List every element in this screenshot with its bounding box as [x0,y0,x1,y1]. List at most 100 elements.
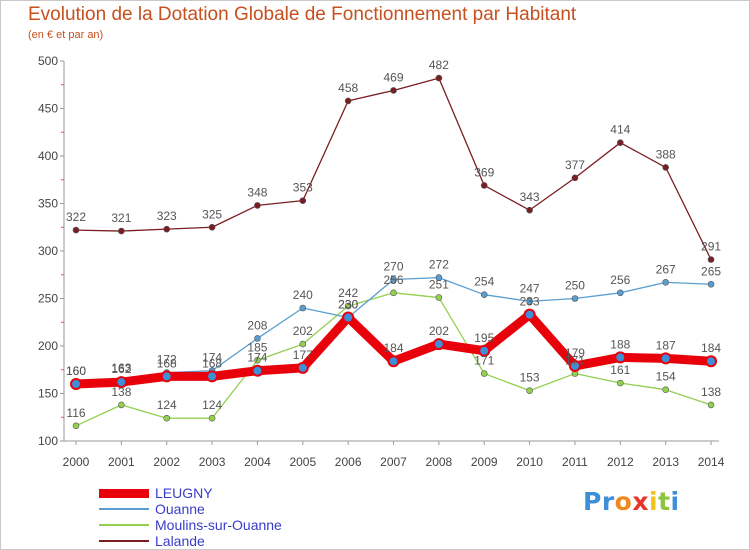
data-point-ouanne [662,279,669,286]
legend-label: Lalande [155,533,205,549]
y-tick-label: 100 [38,434,58,448]
data-point-lalande [480,182,488,189]
data-label-ouanne: 270 [384,260,404,274]
x-tick-label: 2012 [607,455,634,469]
data-point-lalande [118,227,125,235]
data-label-ouanne: 272 [429,258,449,272]
data-label-leugny: 195 [474,331,494,345]
data-point-moulins-sur-ouanne [435,294,443,301]
legend-swatch [99,489,149,498]
logo-letter: P [583,487,602,516]
series-layer [70,74,718,430]
data-label-lalande: 343 [520,190,540,204]
data-label-lalande: 482 [429,58,449,72]
data-point-moulins-sur-ouanne [72,422,80,430]
data-point-leugny [705,355,718,368]
data-label-leugny: 184 [384,341,404,355]
data-point-leugny [523,308,536,321]
legend-label: Moulins-sur-Ouanne [155,517,282,533]
data-label-leugny: 168 [202,356,222,370]
data-point-lalande [344,97,352,105]
data-point-lalande [390,87,397,94]
data-label-moulins-sur-ouanne: 185 [247,340,267,354]
data-label-lalande: 377 [565,158,585,172]
data-point-lalande [72,226,80,234]
y-tick-label: 450 [38,102,58,116]
data-point-moulins-sur-ouanne [163,414,171,422]
data-label-moulins-sur-ouanne: 138 [701,385,721,399]
legend-label: Ouanne [155,501,205,517]
y-tick-label: 150 [38,387,58,401]
data-point-leugny [432,338,445,351]
data-point-lalande [707,256,715,263]
data-point-ouanne [435,274,443,281]
data-label-lalande: 469 [384,70,404,84]
data-point-leugny [387,355,400,368]
data-point-leugny [342,311,355,324]
data-point-moulins-sur-ouanne [707,401,715,409]
data-point-lalande [299,197,307,204]
logo-letter: r [601,487,615,516]
x-tick-label: 2014 [698,455,725,469]
data-point-leugny [70,378,82,390]
data-label-leugny: 233 [520,295,540,309]
data-point-lalande [617,139,624,146]
data-label-leugny: 174 [247,351,267,365]
data-point-ouanne [707,280,715,288]
data-point-leugny [296,361,309,374]
logo-letter: i [670,487,680,516]
data-point-leugny [206,370,219,383]
data-label-leugny: 187 [656,338,676,352]
data-label-lalande: 323 [157,209,177,223]
data-label-lalande: 353 [293,181,313,195]
data-point-lalande [435,74,443,82]
data-label-lalande: 414 [610,123,630,137]
data-label-leugny: 202 [429,324,449,338]
logo-letter: t [658,487,671,516]
data-label-lalande: 322 [66,210,86,224]
data-label-ouanne: 240 [293,288,313,302]
data-point-moulins-sur-ouanne [208,414,216,422]
data-label-ouanne: 250 [565,279,585,293]
data-labels: 322 321 323 325 348 353 458 469 482 369 343 377 414 3… [66,58,721,420]
data-label-moulins-sur-ouanne: 161 [610,363,630,377]
data-label-ouanne: 208 [247,318,267,332]
data-point-leugny [659,352,672,365]
data-point-ouanne [299,304,307,312]
x-tick-label: 2003 [199,455,226,469]
x-tick-label: 2013 [652,455,679,469]
data-label-moulins-sur-ouanne: 124 [157,398,177,412]
data-point-lalande [662,164,669,171]
chart-subtitle: (en € et par an) [28,29,104,41]
data-label-moulins-sur-ouanne: 138 [111,385,131,399]
data-point-moulins-sur-ouanne [344,302,352,310]
x-tick-label: 2000 [63,455,90,469]
x-tick-label: 2006 [335,455,362,469]
data-point-leugny [614,351,627,364]
data-point-moulins-sur-ouanne [480,370,488,377]
y-tick-label: 500 [38,54,58,68]
data-label-lalande: 369 [474,165,494,179]
data-point-lalande [526,206,533,214]
legend-swatch [99,508,149,510]
data-point-ouanne [617,289,624,297]
data-label-moulins-sur-ouanne: 153 [520,371,540,385]
x-tick-label: 2002 [153,455,180,469]
y-tick-label: 400 [38,149,58,163]
data-point-ouanne [571,295,579,302]
data-point-leugny [568,359,581,372]
chart-title: Evolution de la Dotation Globale de Fonc… [28,4,577,25]
data-label-ouanne: 160 [66,364,86,378]
data-point-leugny [115,376,128,389]
data-point-moulins-sur-ouanne [118,401,125,409]
data-point-lalande [571,174,579,182]
logo-letter: x [632,487,649,516]
data-point-moulins-sur-ouanne [254,356,261,364]
data-label-moulins-sur-ouanne: 256 [384,273,404,287]
y-tick-label: 250 [38,292,58,306]
y-tick-label: 350 [38,197,58,211]
y-tick-label: 300 [38,244,58,258]
x-tick-label: 2008 [426,455,453,469]
data-label-leugny: 230 [338,298,358,312]
data-label-lalande: 348 [247,185,267,199]
